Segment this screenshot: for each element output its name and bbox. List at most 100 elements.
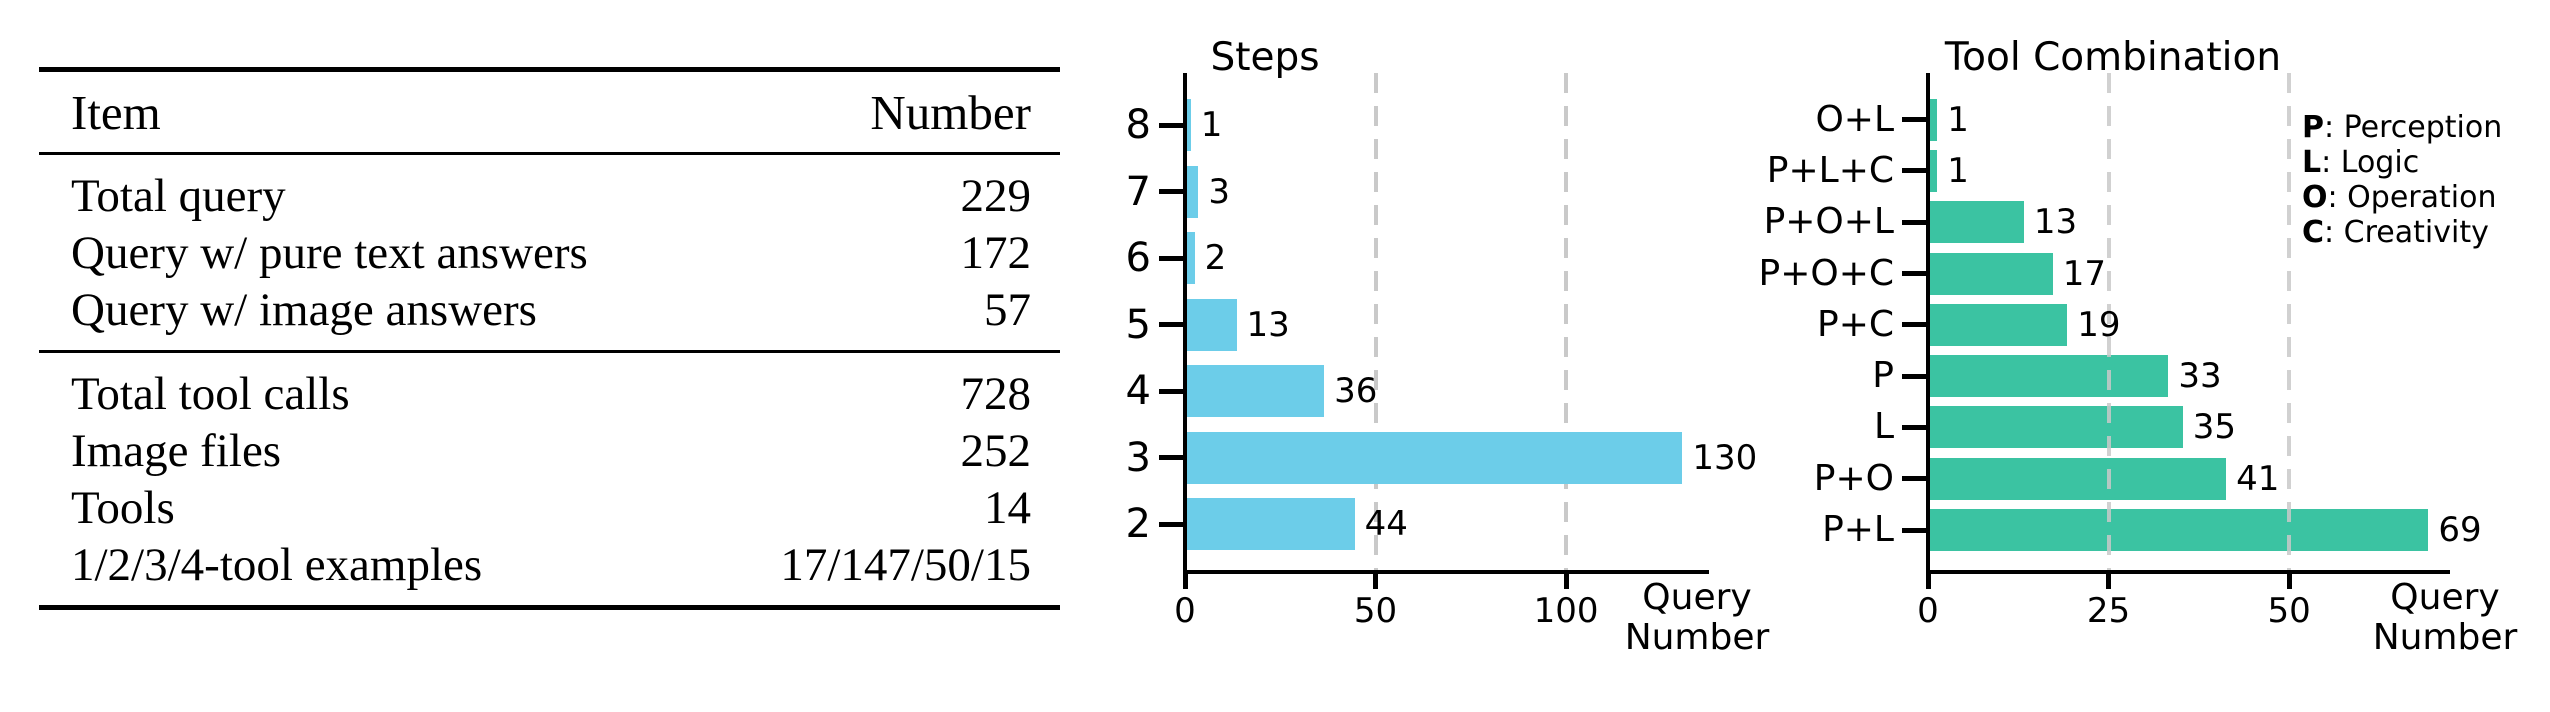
bar	[1930, 252, 2053, 295]
y-tick	[1159, 322, 1183, 328]
x-tick-label: 0	[1917, 591, 1939, 631]
gridline	[1564, 73, 1569, 570]
bar	[1187, 498, 1355, 551]
table-row: Tools 14	[39, 479, 1060, 536]
bar-value-label: 44	[1364, 504, 1408, 545]
category-label: P+O+C	[1758, 252, 1894, 294]
table-row: Query w/ image answers 57	[39, 281, 1060, 338]
category-label: 3	[1125, 434, 1151, 481]
bar-value-label: 17	[2062, 253, 2107, 294]
bar	[1187, 165, 1199, 218]
table-header-rule	[39, 152, 1060, 155]
table-group: Total query 229 Query w/ pure text answers…	[39, 155, 1060, 350]
category-label: 5	[1125, 301, 1151, 348]
bar-value-label: 13	[1246, 304, 1290, 345]
category-label: P+O	[1813, 457, 1894, 499]
bar	[1187, 99, 1191, 152]
y-tick	[1902, 271, 1926, 277]
x-tick-label: 25	[2086, 591, 2131, 631]
bar	[1930, 303, 2068, 346]
row-value: 57	[984, 283, 1031, 336]
x-axis-label: Query Number	[2372, 577, 2518, 658]
bar	[1930, 406, 2183, 449]
row-label: Query w/ pure text answers	[71, 226, 588, 279]
x-axis-label: Query Number	[1624, 577, 1770, 658]
legend-key: O	[2302, 180, 2328, 215]
row-value: 728	[960, 367, 1032, 420]
y-tick	[1159, 455, 1183, 461]
table-header-row: Item Number	[39, 72, 1060, 152]
legend-key: P	[2302, 110, 2324, 145]
category-label: P	[1872, 355, 1894, 397]
gridline	[2106, 73, 2111, 570]
row-label: Total query	[71, 169, 286, 222]
y-tick	[1159, 189, 1183, 195]
row-value: 172	[960, 226, 1032, 279]
category-label: 8	[1125, 102, 1151, 149]
y-tick	[1902, 117, 1926, 123]
y-tick	[1159, 255, 1183, 261]
bar-value-label: 36	[1334, 371, 1378, 412]
legend-item: P: Perception	[2302, 110, 2503, 145]
row-value: 14	[984, 481, 1031, 534]
table-top-rule	[39, 67, 1060, 72]
y-tick	[1159, 521, 1183, 527]
y-tick	[1902, 373, 1926, 379]
bar-value-label: 41	[2236, 458, 2280, 499]
table-mid-rule	[39, 350, 1060, 353]
legend: P: Perception L: Logic O: Operation C: Crea…	[2302, 110, 2502, 250]
y-axis	[1926, 73, 1930, 574]
category-label: P+L+C	[1766, 149, 1894, 191]
y-tick	[1159, 122, 1183, 128]
bar	[1187, 431, 1683, 484]
table-bottom-rule	[39, 605, 1060, 610]
y-axis	[1183, 73, 1187, 574]
category-label: 6	[1125, 235, 1151, 282]
gridline	[1373, 73, 1378, 570]
table-row: Query w/ pure text answers 172	[39, 224, 1060, 281]
x-tick-label: 50	[2267, 591, 2311, 631]
table-header-item: Item	[71, 84, 161, 140]
category-label: 2	[1125, 501, 1151, 548]
bar	[1930, 201, 2024, 244]
x-tick-label: 100	[1533, 591, 1599, 631]
row-label: Total tool calls	[71, 367, 350, 420]
bar-value-label: 3	[1208, 171, 1231, 212]
legend-item: L: Logic	[2302, 145, 2420, 180]
bar-value-label: 130	[1692, 437, 1758, 478]
category-label: P+C	[1816, 303, 1894, 345]
y-tick	[1902, 219, 1926, 225]
y-tick	[1902, 424, 1926, 430]
bar	[1187, 365, 1325, 418]
x-tick	[1925, 574, 1931, 589]
row-value: 17/147/50/15	[780, 538, 1031, 591]
x-axis	[1926, 570, 2450, 574]
row-label: Image files	[71, 424, 282, 477]
bar	[1187, 232, 1195, 285]
table-group: Total tool calls 728 Image files 252 Tools 14…	[39, 353, 1060, 605]
category-label: P+O+L	[1763, 201, 1894, 243]
y-tick	[1902, 322, 1926, 328]
bar-value-label: 2	[1204, 238, 1227, 279]
legend-key: L	[2302, 145, 2322, 180]
bar	[1930, 98, 1938, 141]
table-row: 1/2/3/4-tool examples 17/147/50/15	[39, 536, 1060, 593]
bar	[1930, 149, 1938, 192]
table-row: Image files 252	[39, 422, 1060, 479]
category-label: 4	[1125, 368, 1151, 415]
y-tick	[1902, 476, 1926, 482]
row-label: 1/2/3/4-tool examples	[71, 538, 483, 591]
legend-item: C: Creativity	[2302, 215, 2489, 250]
bar-value-label: 19	[2077, 304, 2121, 345]
bar-value-label: 33	[2178, 356, 2222, 397]
legend-item: O: Operation	[2302, 180, 2497, 215]
gridline	[2287, 73, 2292, 570]
table-row: Total tool calls 728	[39, 365, 1060, 422]
row-label: Query w/ image answers	[71, 283, 537, 336]
bar-value-label: 1	[1947, 99, 1969, 140]
category-label: O+L	[1815, 98, 1894, 140]
x-tick-label: 50	[1353, 591, 1398, 631]
bar-value-label: 35	[2192, 407, 2237, 448]
bar-value-label: 1	[1200, 105, 1223, 146]
